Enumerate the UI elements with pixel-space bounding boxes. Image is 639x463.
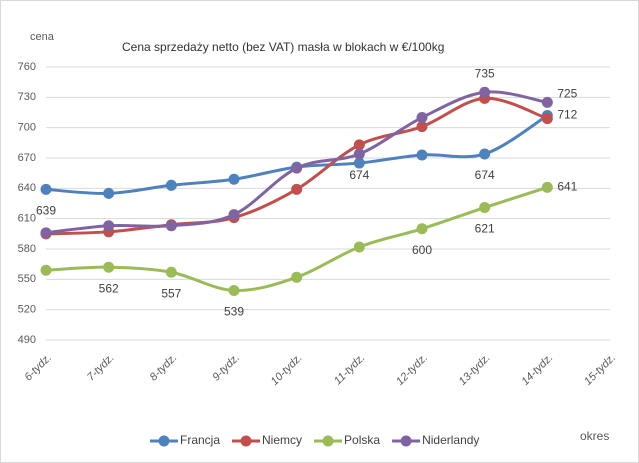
- point: [479, 86, 491, 98]
- data-label: 712: [557, 108, 577, 122]
- point: [416, 112, 428, 124]
- legend-marker: [322, 435, 334, 447]
- data-label: 557: [161, 286, 181, 300]
- data-label: 639: [36, 204, 56, 218]
- legend-marker: [400, 435, 412, 447]
- data-label: 674: [349, 168, 369, 182]
- y-tick-label: 670: [18, 152, 36, 164]
- data-label: 539: [224, 305, 244, 319]
- data-label: 641: [557, 179, 577, 193]
- data-label: 674: [475, 168, 495, 182]
- chart-title: Cena sprzedaży netto (bez VAT) masła w b…: [122, 40, 444, 54]
- data-label: 600: [412, 243, 432, 257]
- data-label: 562: [99, 281, 119, 295]
- legend-marker: [158, 435, 170, 447]
- legend-label: Niderlandy: [422, 433, 479, 447]
- point: [40, 183, 52, 195]
- point: [228, 284, 240, 296]
- point: [291, 183, 303, 195]
- legend-label: Francja: [180, 433, 220, 447]
- point: [541, 113, 553, 125]
- point: [165, 266, 177, 278]
- data-label: 621: [475, 222, 495, 236]
- point: [416, 121, 428, 133]
- y-tick-label: 700: [18, 122, 36, 134]
- point: [291, 271, 303, 283]
- point: [353, 139, 365, 151]
- y-tick-label: 640: [18, 182, 36, 194]
- x-axis-label: okres: [580, 429, 609, 443]
- y-tick-label: 550: [18, 273, 36, 285]
- legend-marker: [240, 435, 252, 447]
- data-label: 735: [475, 66, 495, 80]
- point: [228, 209, 240, 221]
- point: [165, 220, 177, 232]
- y-tick-label: 580: [18, 243, 36, 255]
- point: [40, 227, 52, 239]
- y-tick-label: 490: [18, 334, 36, 346]
- legend-label: Polska: [344, 433, 380, 447]
- point: [479, 148, 491, 160]
- point: [479, 202, 491, 214]
- point: [291, 162, 303, 174]
- point: [165, 179, 177, 191]
- point: [353, 148, 365, 160]
- point: [416, 223, 428, 235]
- point: [353, 157, 365, 169]
- point: [416, 149, 428, 161]
- point: [353, 241, 365, 253]
- point: [103, 220, 115, 232]
- y-tick-label: 520: [18, 304, 36, 316]
- point: [541, 96, 553, 108]
- point: [103, 261, 115, 273]
- y-tick-label: 730: [18, 91, 36, 103]
- point: [541, 181, 553, 193]
- point: [103, 187, 115, 199]
- legend-label: Niemcy: [262, 433, 302, 447]
- point: [228, 173, 240, 185]
- y-tick-label: 760: [18, 61, 36, 73]
- y-axis-label: cena: [30, 31, 55, 43]
- point: [40, 264, 52, 276]
- y-tick-label: 610: [18, 213, 36, 225]
- data-label: 725: [557, 87, 577, 101]
